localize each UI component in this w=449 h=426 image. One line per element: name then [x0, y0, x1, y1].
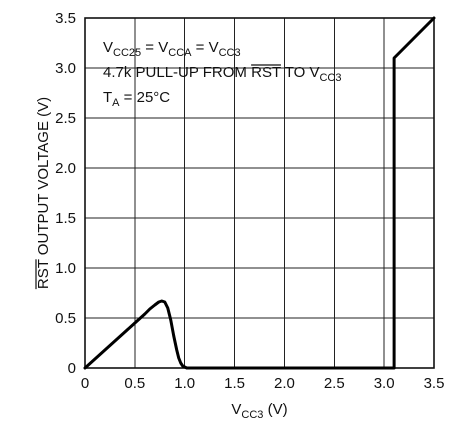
y-tick-label: 2.5 [55, 110, 76, 127]
annotation-subscript: CC3 [219, 47, 241, 59]
y-axis-label-text: OUTPUT VOLTAGE (V) [35, 97, 52, 260]
annotation-text: = 25°C [120, 89, 171, 106]
x-tick-label: 2.0 [274, 375, 295, 392]
x-tick-label: 0 [81, 375, 89, 392]
annotation-line: TA = 25°C [103, 89, 170, 109]
x-tick-label: 1.0 [174, 375, 195, 392]
annotation-text: T [103, 89, 112, 106]
y-axis-label-group: RST OUTPUT VOLTAGE (V) [35, 97, 52, 290]
series-layer [83, 16, 436, 370]
x-tick-label: 1.5 [224, 375, 245, 392]
annotation-subscript: CC3 [319, 72, 341, 84]
annotation-subscript: CCA [168, 47, 192, 59]
x-axis-label: VCC3 (V) [231, 401, 287, 421]
grid [85, 18, 434, 368]
y-tick-label: 2.0 [55, 160, 76, 177]
annotation-subscript: CC25 [113, 47, 141, 59]
y-tick-label: 3.0 [55, 60, 76, 77]
x-tick-label: 2.5 [324, 375, 345, 392]
y-tick-label: 3.5 [55, 10, 76, 27]
x-tick-label: 3.0 [374, 375, 395, 392]
y-axis-label: RST OUTPUT VOLTAGE (V) [35, 97, 52, 289]
x-axis-label-sub: CC3 [241, 409, 263, 421]
x-tick-label: 0.5 [124, 375, 145, 392]
x-axis-label-main: V [231, 401, 241, 418]
axis-titles: VCC3 (V) RST OUTPUT VOLTAGE (V) [35, 97, 288, 421]
annotation-text: RST [251, 64, 281, 81]
y-tick-label: 1.5 [55, 210, 76, 227]
y-tick-label: 1.0 [55, 260, 76, 277]
y-tick-label: 0 [68, 360, 76, 377]
y-tick-label: 0.5 [55, 310, 76, 327]
tick-labels: 0 0.5 1.0 1.5 2.0 2.5 3.0 3.5 0 0.5 1.0 1.5 2.0 2.5 3.… [55, 10, 444, 392]
x-tick-label: 3.5 [424, 375, 445, 392]
annotation-text: V [103, 39, 113, 56]
series-line [83, 16, 436, 370]
annotation-text: = V [141, 39, 168, 56]
annotation-text: TO V [281, 64, 320, 81]
annotation-line: VCC25 = VCCA = VCC3 [103, 39, 241, 59]
annotation-text: = V [191, 39, 218, 56]
annotation-subscript: A [112, 97, 120, 109]
x-axis-label-unit: (V) [263, 401, 287, 418]
annotation-line: 4.7k PULL-UP FROM RST TO VCC3 [103, 64, 342, 84]
y-axis-label-overbar-text: RST [35, 259, 52, 289]
annotation-text: 4.7k PULL-UP FROM [103, 64, 251, 81]
